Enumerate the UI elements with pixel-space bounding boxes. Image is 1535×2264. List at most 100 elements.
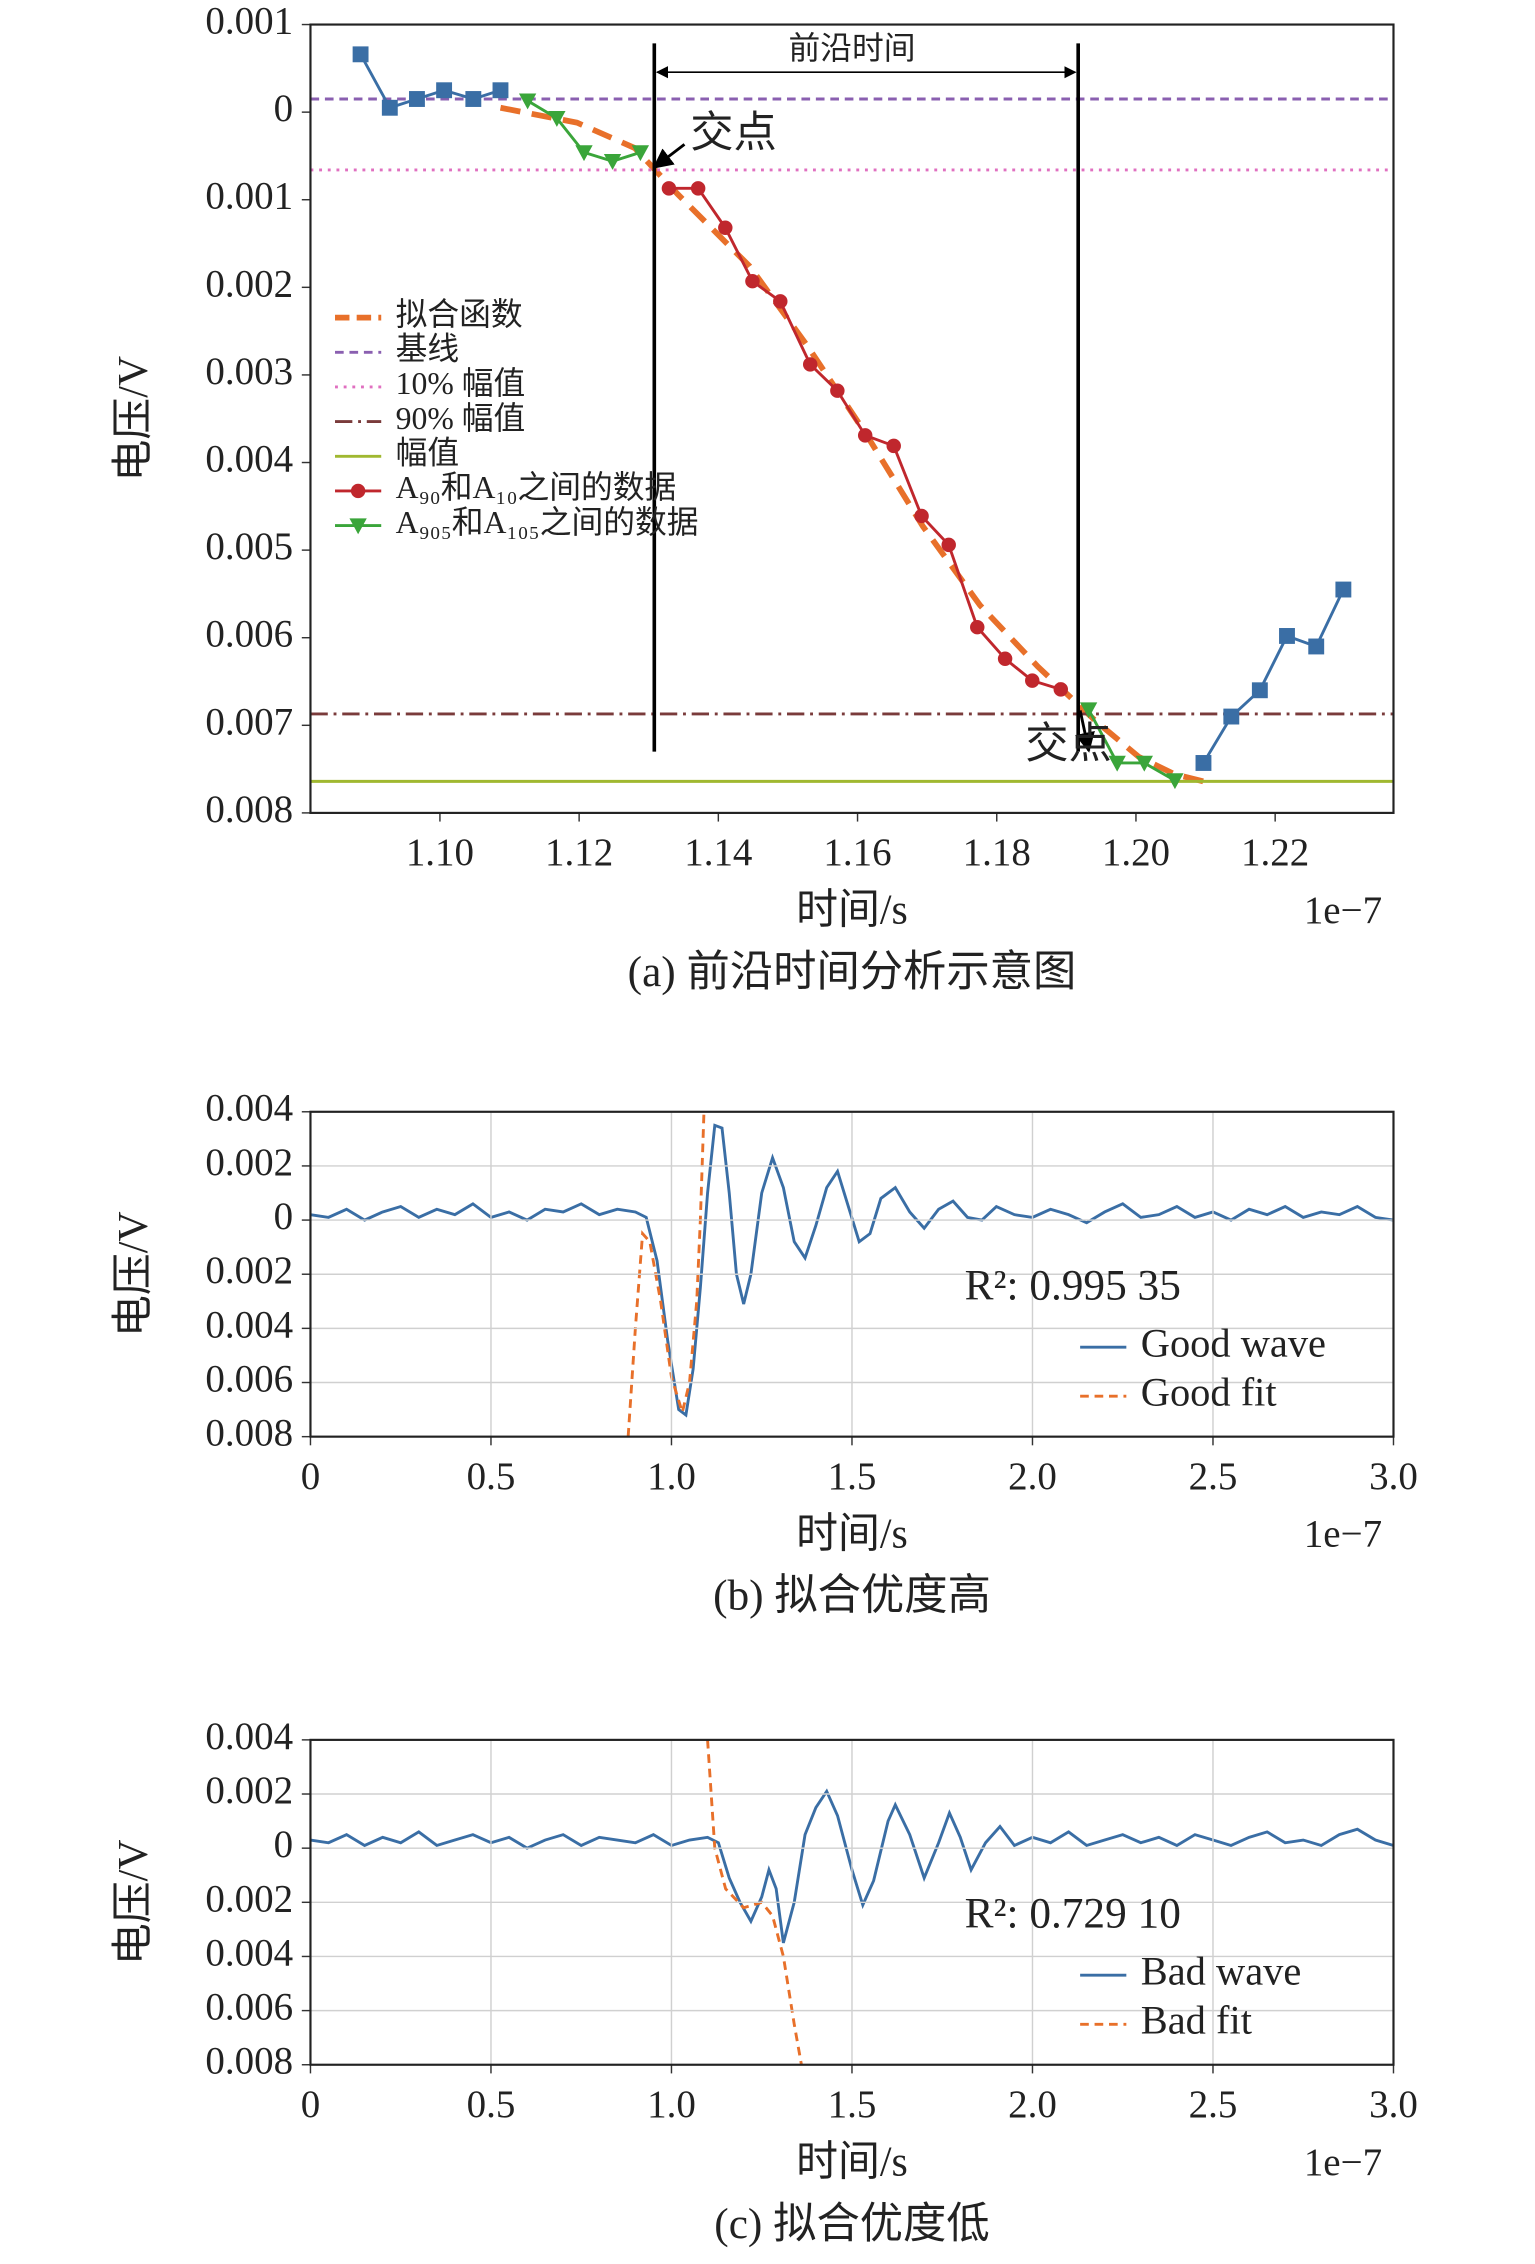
annotation: 前沿时间 <box>788 31 915 66</box>
marker <box>857 428 873 443</box>
x-tick-label: 1.5 <box>828 2083 877 2126</box>
legend-label: 幅值 <box>396 436 460 471</box>
marker <box>465 91 482 107</box>
legend-marker <box>350 483 366 499</box>
annotation: 交点 <box>690 109 777 157</box>
x-axis-label: 时间/s <box>796 1511 908 1557</box>
y-tick-label: 0.004 <box>205 1715 293 1758</box>
legend-label: Good fit <box>1141 1370 1277 1415</box>
legend-label: 10% 幅值 <box>396 366 526 401</box>
x-offset-label: 1e−7 <box>1304 1513 1382 1556</box>
x-tick-label: 3.0 <box>1369 2083 1418 2126</box>
caption: (c) 拟合优度低 <box>714 2200 989 2248</box>
marker <box>1166 773 1184 790</box>
marker <box>518 93 537 110</box>
x-axis-label: 时间/s <box>796 2139 908 2185</box>
marker <box>1108 755 1126 772</box>
marker <box>1279 628 1295 644</box>
x-tick-label: 1.12 <box>545 831 613 874</box>
legend-label: 90% 幅值 <box>396 401 526 436</box>
x-axis-label: 时间/s <box>796 888 908 934</box>
legend-label: A₉₀₅和A₁₀₅之间的数据 <box>396 505 699 540</box>
marker <box>690 181 706 196</box>
marker <box>1053 682 1069 697</box>
marker <box>745 273 760 289</box>
x-tick-label: 1.18 <box>963 831 1031 874</box>
y-tick-label: 0.008 <box>205 1412 293 1455</box>
chart: 0 0.5 1.0 1.5 2.0 2.5 3.0 0.004 0.002 0 0.002 0.004… <box>111 1087 1418 1620</box>
x-offset-label: 1e−7 <box>1304 2141 1382 2184</box>
legend-label: 拟合函数 <box>396 297 523 332</box>
legend-marker <box>349 518 367 535</box>
y-axis-label: 电压/V <box>111 356 157 482</box>
caption: (b) 拟合优度高 <box>713 1572 991 1620</box>
y-tick-label: 0.007 <box>205 700 293 743</box>
legend-label: Bad wave <box>1141 1949 1302 1994</box>
x-tick-label: 2.5 <box>1189 1455 1238 1498</box>
y-tick-label: 0.002 <box>205 1249 293 1292</box>
x-tick-label: 1.10 <box>406 831 474 874</box>
annotation: R²: 0.995 35 <box>965 1261 1181 1309</box>
x-tick-label: 1.20 <box>1102 831 1170 874</box>
x-tick-label: 3.0 <box>1369 1455 1418 1498</box>
marker <box>802 357 818 372</box>
x-tick-label: 2.5 <box>1189 2083 1238 2126</box>
marker <box>1308 638 1325 655</box>
marker <box>1223 708 1240 725</box>
y-tick-label: 0.005 <box>205 525 293 568</box>
plot-frame <box>309 1110 1395 1438</box>
y-tick-label: 0.002 <box>205 1141 293 1184</box>
plot-frame <box>309 23 1395 814</box>
y-tick-label: 0.002 <box>205 262 293 305</box>
marker <box>409 91 425 107</box>
marker <box>1079 702 1098 719</box>
marker <box>575 145 593 162</box>
y-tick-label: 0.006 <box>205 613 293 656</box>
marker <box>997 651 1013 666</box>
marker <box>381 99 398 116</box>
y-tick-label: 0.003 <box>205 350 293 393</box>
y-tick-label: 0.004 <box>205 1931 293 1974</box>
y-axis-label: 电压/V <box>111 1840 157 1966</box>
y-tick-label: 0.008 <box>205 788 293 831</box>
marker <box>830 383 845 398</box>
x-tick-label: 0.5 <box>467 2083 516 2126</box>
x-tick-label: 2.0 <box>1008 1455 1057 1498</box>
y-tick-label: 0.006 <box>205 1986 293 2029</box>
marker <box>773 294 788 309</box>
x-tick-label: 1.5 <box>828 1455 877 1498</box>
legend-label: A₉₀和A₁₀之间的数据 <box>396 470 677 505</box>
series-line <box>499 104 1205 785</box>
x-tick-label: 1.14 <box>684 831 752 874</box>
legend-label: Bad fit <box>1141 1998 1252 2043</box>
marker <box>603 153 622 170</box>
y-axis-label: 电压/V <box>111 1211 157 1337</box>
annotation: 交点 <box>1025 720 1112 768</box>
y-tick-label: 0.004 <box>205 1303 293 1346</box>
marker <box>436 82 453 99</box>
marker <box>1025 673 1040 688</box>
chart: 0 0.5 1.0 1.5 2.0 2.5 3.0 0.004 0.002 0 0.002 0.004… <box>111 1715 1418 2248</box>
x-offset-label: 1e−7 <box>1304 889 1382 932</box>
series-line <box>310 1123 1394 1418</box>
y-tick-label: 0.006 <box>205 1357 293 1400</box>
x-tick-label: 1.0 <box>647 1455 696 1498</box>
marker <box>941 537 956 553</box>
marker <box>631 145 650 162</box>
marker <box>914 508 929 524</box>
marker <box>886 438 901 454</box>
y-tick-label: 0 <box>274 87 293 130</box>
marker <box>492 82 509 99</box>
marker <box>548 111 566 127</box>
marker <box>1195 755 1212 771</box>
chart: 1.10 1.12 1.14 1.16 1.18 1.20 1.22 0.001 0 0.001 0… <box>111 0 1395 996</box>
x-tick-label: 1.16 <box>823 831 891 874</box>
y-tick-label: 0.002 <box>205 1769 293 1812</box>
marker <box>1135 755 1153 772</box>
marker <box>718 220 733 235</box>
marker <box>1335 581 1352 598</box>
y-tick-label: 0 <box>274 1823 293 1866</box>
x-tick-label: 0 <box>301 2083 320 2126</box>
